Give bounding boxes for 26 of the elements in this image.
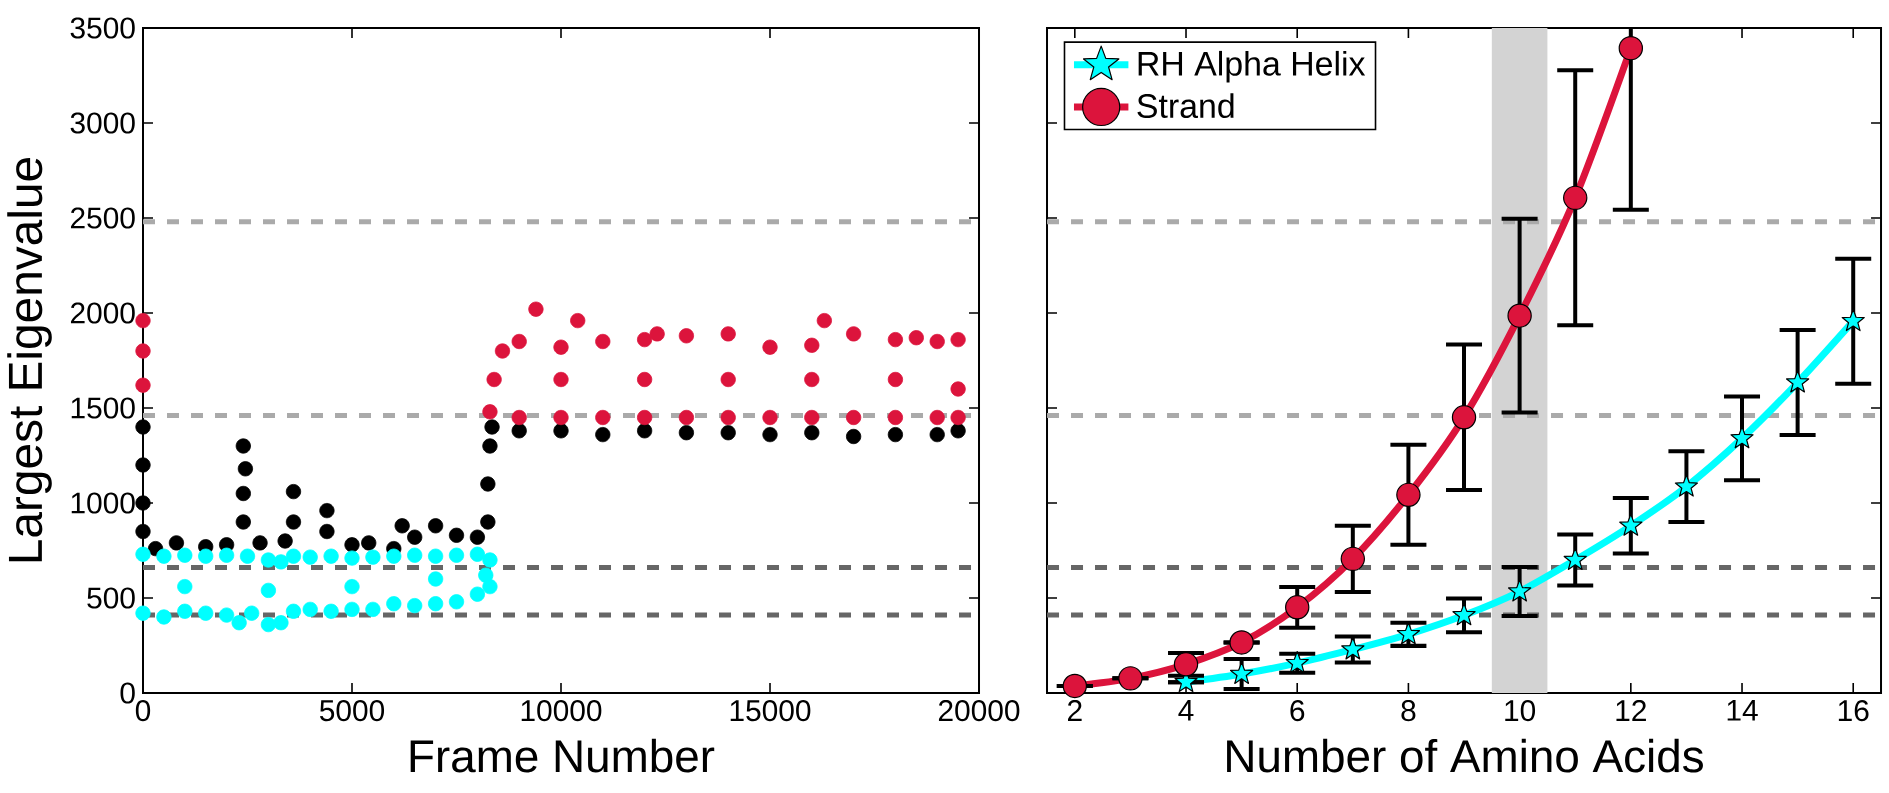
x-tick-label: 12 [1616,700,1646,721]
y-tick-label: 1000 [71,492,135,514]
y-tick-label: 1500 [71,397,135,419]
x-tick-label: 0 [135,700,151,722]
x-axis-title: Frame Number [410,738,715,773]
y-tick-label: 2500 [70,207,135,229]
x-tick-label: 4 [1178,700,1194,721]
x-tick-label: 2 [1068,700,1082,721]
y-axis-title: Largest Eigenvalue [7,158,52,562]
y-tick-label: 2000 [70,302,135,324]
x-tick-label: 10000 [521,700,602,722]
x-tick-label: 16 [1838,700,1869,722]
legend-label: Strand [1137,93,1234,119]
x-tick-label: 8 [1401,700,1416,722]
y-tick-label: 3500 [70,17,135,39]
x-tick-label: 6 [1290,700,1305,722]
legend-label: RH Alpha Helix [1138,50,1366,83]
x-tick-label: 15000 [730,700,811,722]
x-axis-title: Number of Amino Acids [1227,738,1703,773]
y-tick-label: 0 [120,682,135,704]
x-tick-label: 20000 [938,700,1020,722]
x-tick-label: 5000 [319,700,385,722]
y-tick-label: 3000 [70,112,135,134]
x-tick-label: 14 [1727,700,1758,721]
x-tick-label: 10 [1505,700,1536,722]
y-tick-label: 500 [87,587,135,609]
